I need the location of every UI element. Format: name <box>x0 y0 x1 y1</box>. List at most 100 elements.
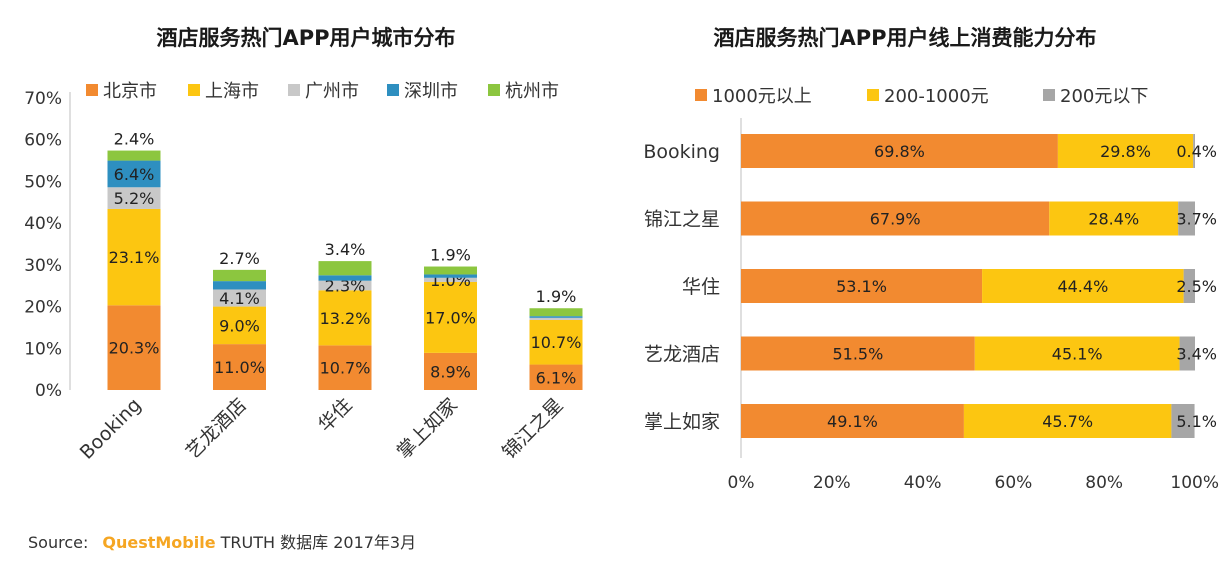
source-label: Source: <box>28 533 89 552</box>
chart1-y-tick: 40% <box>24 214 62 234</box>
chart1-bar-segment <box>107 187 161 209</box>
chart2-bar-segment <box>1049 201 1179 236</box>
chart1-bar-segment <box>107 208 161 306</box>
chart2-x-tick: 80% <box>1085 473 1123 493</box>
chart1-data-label: 1.9% <box>536 287 577 306</box>
chart1-data-label: 3.4% <box>325 240 366 259</box>
chart1-bar-segment <box>424 277 477 282</box>
chart1-bar-segment <box>424 274 477 278</box>
chart1-legend-label: 广州市 <box>305 81 359 102</box>
chart1-data-label: 13.2% <box>320 309 371 328</box>
chart1-bar-segment <box>529 308 583 317</box>
chart1-category-label: 锦江之星 <box>498 394 567 463</box>
chart2-bar-segment <box>741 201 1050 236</box>
chart1-data-label: 1.9% <box>430 246 471 265</box>
chart2-bar-segment <box>1183 269 1195 303</box>
chart2-legend-label: 1000元以上 <box>712 86 812 107</box>
chart2-legend-label: 200元以下 <box>1060 86 1148 107</box>
chart1-category-label: 华住 <box>314 394 356 436</box>
chart2-legend-swatch <box>867 89 879 101</box>
chart2-bar-segment <box>1171 404 1195 438</box>
chart2-data-label: 51.5% <box>832 345 883 364</box>
chart1-legend-label: 深圳市 <box>404 81 458 102</box>
chart2-bar-segment <box>1179 336 1195 371</box>
chart1-y-tick: 0% <box>35 381 62 401</box>
chart1-bar-segment <box>424 266 477 275</box>
chart1-data-label: 2.3% <box>325 277 366 296</box>
chart2-data-label: 69.8% <box>874 142 925 161</box>
chart2-data-label: 29.8% <box>1100 142 1151 161</box>
chart2-x-tick: 0% <box>728 473 755 493</box>
chart2-legend-label: 200-1000元 <box>884 86 989 107</box>
chart1-bar-segment <box>213 289 266 307</box>
chart2-bar-segment <box>1057 134 1194 168</box>
chart1-category-label: 艺龙酒店 <box>182 394 251 463</box>
chart1-legend-swatch <box>387 84 399 96</box>
chart1-data-label: 6.4% <box>114 165 155 184</box>
chart1-bar-segment <box>424 281 477 353</box>
chart1-bar-segment <box>529 316 583 318</box>
chart2-data-label: 28.4% <box>1088 210 1139 229</box>
chart1-y-tick: 30% <box>24 256 62 276</box>
chart2-bar-segment <box>963 404 1172 438</box>
chart2-title: 酒店服务热门APP用户线上消费能力分布 <box>713 26 1096 50</box>
chart1-bar-segment <box>213 269 266 282</box>
chart1-y-tick: 10% <box>24 339 62 359</box>
chart1-title: 酒店服务热门APP用户城市分布 <box>156 26 455 50</box>
source-brand: QuestMobile <box>102 533 216 552</box>
chart1-data-label: 2.7% <box>219 249 260 268</box>
chart1-data-label: 5.2% <box>114 189 155 208</box>
chart1-data-label: 9.0% <box>219 316 260 335</box>
chart2-data-label: 45.1% <box>1052 345 1103 364</box>
chart1-bar-segment <box>318 261 372 276</box>
chart2-data-label: 53.1% <box>836 277 887 296</box>
chart1-data-label: 10.7% <box>531 333 582 352</box>
chart1-category-label: 掌上如家 <box>393 394 462 463</box>
chart2-legend-swatch <box>695 89 707 101</box>
chart1-data-label: 10.7% <box>320 359 371 378</box>
chart2-data-label: 0.4% <box>1176 142 1217 161</box>
chart2-bar-segment <box>741 336 975 371</box>
chart2-category-label: 艺龙酒店 <box>644 344 720 366</box>
chart1-legend-swatch <box>86 84 98 96</box>
chart1-y-tick: 50% <box>24 172 62 192</box>
chart2-data-label: 3.7% <box>1176 210 1217 229</box>
chart1-bar-segment <box>424 352 477 390</box>
chart1-bar-segment <box>318 345 372 390</box>
chart1-bar-segment <box>213 344 266 390</box>
chart2-bar-segment <box>741 269 983 303</box>
chart1-bar-segment <box>213 306 266 345</box>
chart1-data-label: 8.9% <box>430 362 471 381</box>
source-line: Source: QuestMobile TRUTH 数据库 2017年3月 <box>28 529 416 553</box>
chart1-legend-label: 北京市 <box>103 81 157 102</box>
chart2-bar-segment <box>1193 134 1195 168</box>
chart2-data-label: 3.4% <box>1176 345 1217 364</box>
chart1-category-label: Booking <box>76 394 146 464</box>
chart1-data-label: 2.4% <box>114 130 155 149</box>
chart2-data-label: 45.7% <box>1042 412 1093 431</box>
chart1-bar-segment <box>318 280 372 291</box>
chart1-data-label: 17.0% <box>425 308 476 327</box>
chart2-x-tick: 20% <box>813 473 851 493</box>
chart1-legend-swatch <box>288 84 300 96</box>
chart2-legend-swatch <box>1043 89 1055 101</box>
chart1-bar-segment <box>107 150 161 161</box>
chart1-data-label: 6.1% <box>536 368 577 387</box>
chart1-bar-segment <box>107 305 161 390</box>
chart1-data-label: 23.1% <box>109 248 160 267</box>
chart1-legend-label: 杭州市 <box>505 81 559 102</box>
chart2-x-tick: 100% <box>1170 473 1219 493</box>
chart1-y-tick: 70% <box>24 89 62 109</box>
chart1-bar-segment <box>529 364 583 390</box>
chart1-bar-segment <box>318 290 372 346</box>
chart2-bar-segment <box>982 269 1184 303</box>
chart1-y-tick: 20% <box>24 298 62 318</box>
chart1-legend-swatch <box>488 84 500 96</box>
chart1-data-label: 20.3% <box>109 339 160 358</box>
chart2-bar-segment <box>1178 201 1195 236</box>
chart2-x-tick: 40% <box>904 473 942 493</box>
chart2-category-label: 掌上如家 <box>644 411 720 433</box>
chart2-category-label: 锦江之星 <box>644 209 720 231</box>
chart1-bar-segment <box>318 275 372 281</box>
